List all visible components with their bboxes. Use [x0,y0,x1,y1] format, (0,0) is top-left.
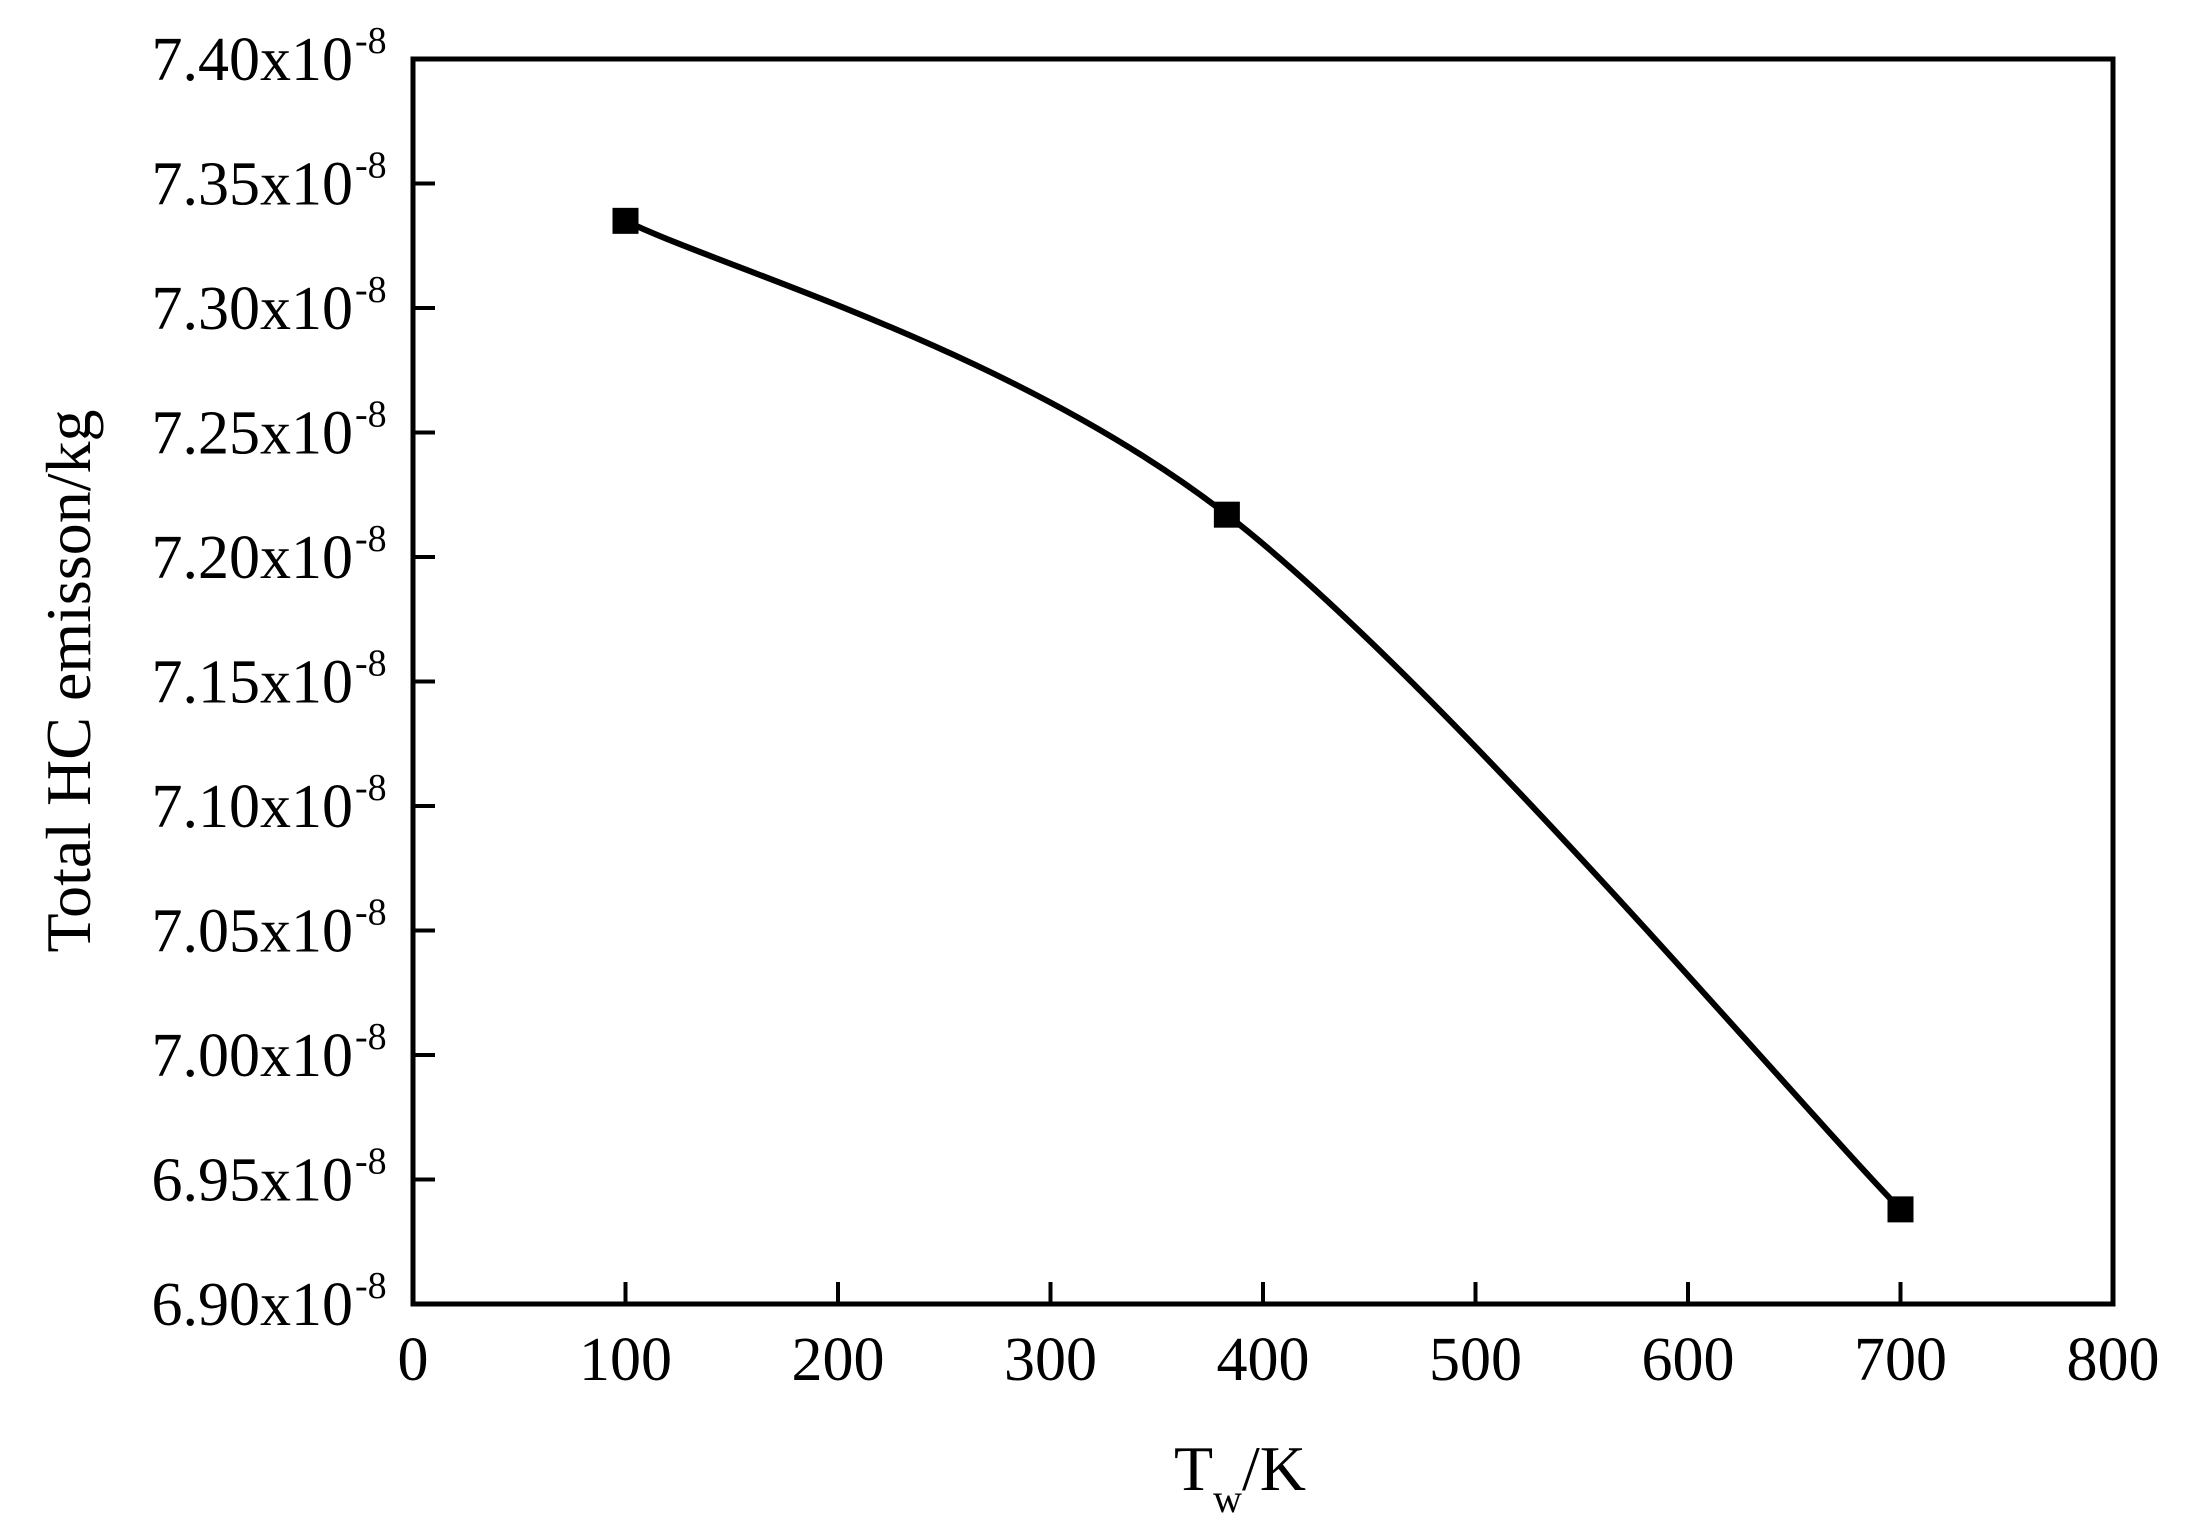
data-point-marker [1887,1196,1914,1223]
plot-frame [410,56,2116,1307]
x-tick-label: 800 [2067,1326,2160,1394]
series-line [624,218,1903,1212]
x-tick-label: 500 [1429,1326,1522,1394]
series-layer [612,207,1914,1223]
x-tick-label: 100 [579,1326,672,1394]
y-tick-label-exponent: -8 [355,643,387,685]
x-axis-title-subscript: w [1213,1476,1242,1521]
y-axis-title: Total HC emisson/kg [33,409,104,952]
y-tick-label-exponent: -8 [355,1141,387,1183]
y-tick-label-exponent: -8 [355,767,387,809]
y-tick-label-exponent: -8 [355,269,387,311]
y-tick-label-exponent: -8 [355,20,387,62]
y-tick-label-exponent: -8 [355,1016,387,1058]
x-tick-label: 400 [1217,1326,1310,1394]
data-point-marker [612,207,639,234]
x-axis-title-main: T [1174,1433,1213,1504]
x-tick-label: 300 [1004,1326,1097,1394]
y-tick-label: 7.05x10 [152,898,354,966]
x-tick-label: 200 [792,1326,885,1394]
y-axis-ticks: 6.90x10 -86.95x10 -87.00x10 -87.05x10 -87.10… [152,20,435,1339]
y-tick-label-exponent: -8 [355,394,387,436]
y-tick-label: 7.40x10 [152,26,354,94]
x-tick-label: 700 [1854,1326,1947,1394]
x-tick-label: 600 [1642,1326,1735,1394]
y-tick-label-exponent: -8 [355,145,387,187]
y-tick-label: 6.90x10 [152,1271,354,1339]
y-tick-label: 7.30x10 [152,275,354,343]
y-tick-label: 7.35x10 [152,151,354,219]
y-tick-label-exponent: -8 [355,892,387,934]
y-tick-label-exponent: -8 [355,1265,387,1307]
y-tick-label: 6.95x10 [152,1147,354,1215]
y-tick-label: 7.15x10 [152,649,354,717]
data-point-marker [1213,501,1240,528]
y-tick-label: 7.25x10 [152,400,354,468]
y-tick-label-exponent: -8 [355,518,387,560]
x-axis-title: Tw/K [1174,1433,1306,1521]
y-tick-label: 7.10x10 [152,773,354,841]
y-tick-label: 7.00x10 [152,1022,354,1090]
y-tick-label: 7.20x10 [152,524,354,592]
x-axis-ticks: 0 100 200 300 400 500 600 700 800 [398,1282,2160,1394]
x-axis-title-unit: /K [1242,1433,1306,1504]
x-tick-label: 0 [398,1326,429,1394]
